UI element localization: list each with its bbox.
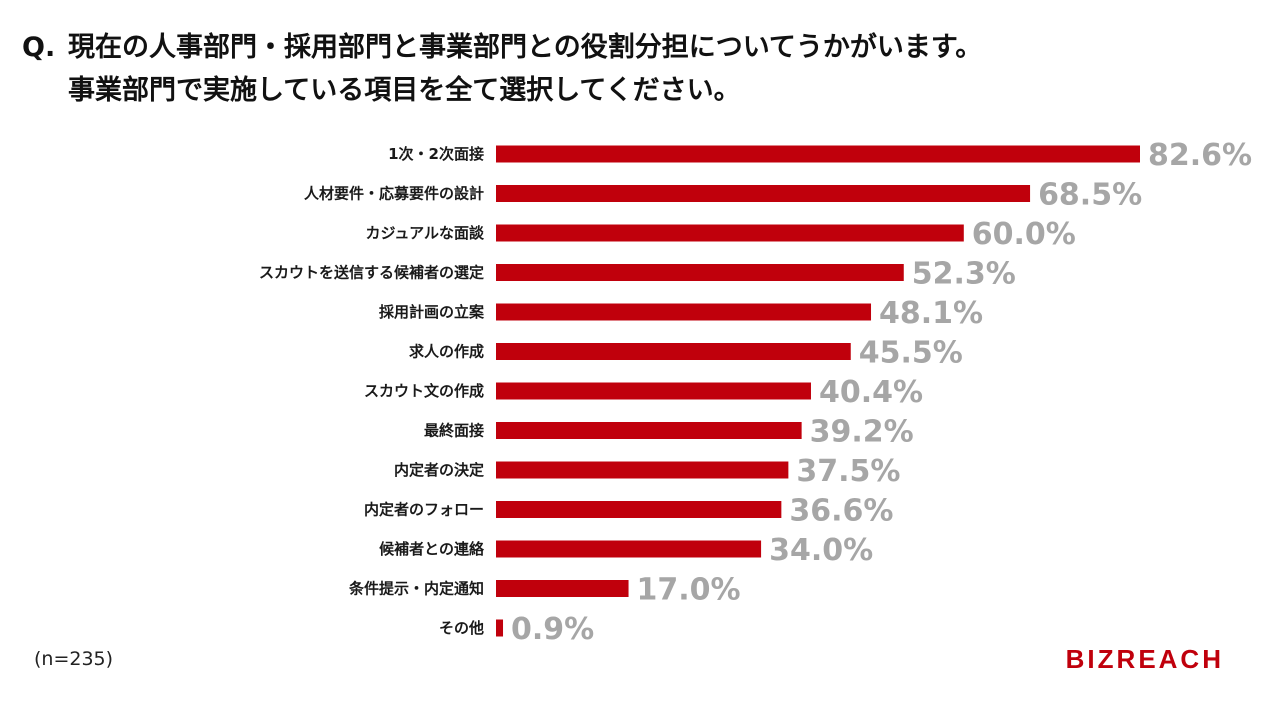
category-label: スカウト文の作成	[364, 382, 484, 400]
value-label: 40.4%	[819, 375, 923, 410]
bar	[496, 343, 851, 360]
category-label: 内定者の決定	[394, 461, 484, 479]
question-prefix: Q.	[22, 32, 56, 63]
value-label: 0.9%	[511, 612, 594, 647]
category-label: その他	[439, 619, 484, 637]
bar	[496, 145, 1140, 163]
bar	[496, 580, 629, 597]
value-label: 39.2%	[810, 415, 914, 450]
category-label: カジュアルな面談	[365, 224, 485, 242]
value-label: 45.5%	[859, 336, 963, 371]
bar	[496, 264, 904, 281]
bar	[496, 619, 504, 637]
value-label: 68.5%	[1038, 178, 1142, 213]
value-label: 52.3%	[912, 257, 1016, 292]
bar	[496, 185, 1031, 202]
question-line-2: 事業部門で実施している項目を全て選択してください。	[68, 75, 741, 106]
category-label: 候補者との連絡	[379, 540, 485, 558]
value-label: 37.5%	[796, 454, 900, 489]
category-label: 採用計画の立案	[379, 303, 485, 321]
question-line-1: 現在の人事部門・採用部門と事業部門との役割分担についてうかがいます。	[68, 32, 983, 63]
category-label: 最終面接	[424, 422, 484, 440]
bar	[496, 540, 762, 558]
bar	[496, 422, 802, 439]
value-label: 36.6%	[789, 494, 893, 529]
category-label: 内定者のフォロー	[364, 501, 484, 519]
bar	[496, 461, 789, 479]
sample-size-note: (n=235)	[34, 648, 114, 670]
bar	[496, 501, 782, 518]
category-label: 求人の作成	[409, 343, 484, 361]
value-label: 34.0%	[769, 533, 873, 568]
bar	[496, 224, 964, 242]
value-label: 60.0%	[972, 217, 1076, 252]
bar	[496, 382, 811, 400]
category-label: 1次・2次面接	[388, 145, 484, 163]
category-label: スカウトを送信する候補者の選定	[259, 264, 484, 282]
value-label: 17.0%	[637, 573, 741, 608]
bar	[496, 303, 872, 321]
bizreach-logo: BIZREACH	[1065, 644, 1224, 674]
category-label: 条件提示・内定通知	[348, 580, 484, 598]
value-label: 82.6%	[1148, 138, 1252, 173]
value-label: 48.1%	[879, 296, 983, 331]
category-label: 人材要件・応募要件の設計	[304, 185, 484, 203]
